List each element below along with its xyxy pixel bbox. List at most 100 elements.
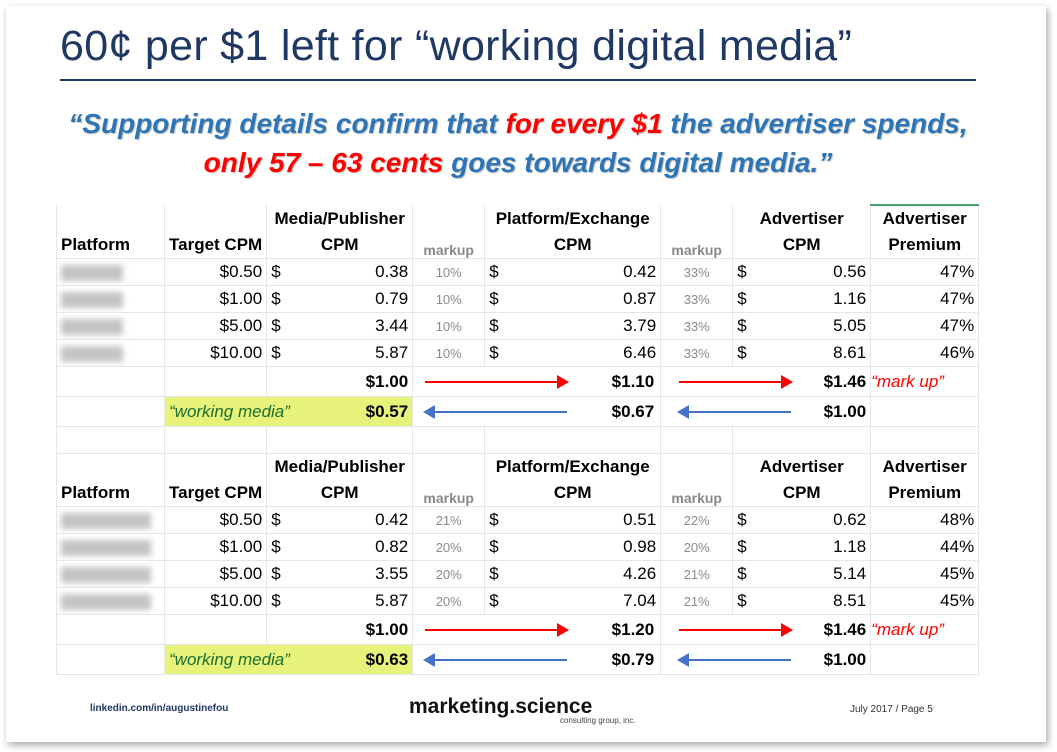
media-cpm: 3.55 xyxy=(375,564,409,583)
header-target-cpm: Target CPM xyxy=(163,480,268,507)
dollar-sign: $ xyxy=(271,343,281,362)
right-arrow-icon xyxy=(675,622,795,637)
left-arrow-icon xyxy=(421,404,571,419)
dollar-sign: $ xyxy=(737,591,747,610)
header-platform-bottom: CPM xyxy=(484,480,662,507)
linkedin-link[interactable]: linkedin.com/in/augustinefou xyxy=(90,703,229,714)
dollar-sign: $ xyxy=(271,510,281,529)
header-adv-bottom: CPM xyxy=(732,232,872,259)
advertiser-cpm: 0.56 xyxy=(833,262,867,281)
header-markup: markup xyxy=(660,232,734,259)
advertiser-premium: 45% xyxy=(870,587,980,615)
target-cpm: $10.00 xyxy=(163,339,268,367)
table-row: $0.50 $0.42 21% $0.51 22% $0.62 48% xyxy=(56,506,980,534)
header-platform: Platform xyxy=(56,232,165,259)
sum-platform: $1.20 xyxy=(611,619,655,639)
redacted-platform xyxy=(61,566,151,583)
advertiser-premium: 45% xyxy=(870,560,980,588)
right-arrow-icon xyxy=(421,622,571,637)
platform-cpm: 0.42 xyxy=(623,262,657,281)
markup-2: 20% xyxy=(660,533,734,561)
dollar-sign: $ xyxy=(489,510,499,529)
target-cpm: $0.50 xyxy=(163,258,268,286)
media-cpm: 3.44 xyxy=(375,316,409,335)
media-cpm: 0.38 xyxy=(375,262,409,281)
markup-note: “mark up” xyxy=(870,614,980,645)
media-cpm: 5.87 xyxy=(375,591,409,610)
advertiser-premium: 47% xyxy=(870,285,980,313)
dollar-sign: $ xyxy=(489,343,499,362)
markup-2: 33% xyxy=(660,339,734,367)
advertiser-cpm: 5.05 xyxy=(833,316,867,335)
markup-note: “mark up” xyxy=(870,366,980,397)
header-platform-bottom: CPM xyxy=(484,232,662,259)
header-adv-top: Advertiser xyxy=(732,205,872,232)
markup-2: 21% xyxy=(660,560,734,588)
redacted-platform xyxy=(61,512,151,529)
markup-2: 22% xyxy=(660,506,734,534)
header-platform-top: Platform/Exchange xyxy=(484,453,662,480)
redacted-platform xyxy=(61,593,151,610)
platform-cpm: 3.79 xyxy=(623,316,657,335)
advertiser-premium: 44% xyxy=(870,533,980,561)
table-row: $1.00 $0.82 20% $0.98 20% $1.18 44% xyxy=(56,533,980,561)
redacted-platform xyxy=(61,291,123,308)
dollar-sign: $ xyxy=(737,564,747,583)
working-media-label: “working media” xyxy=(169,649,290,669)
advertiser-cpm: 1.16 xyxy=(833,289,867,308)
table-row: $1.00 $0.79 10% $0.87 33% $1.16 47% xyxy=(56,285,980,313)
left-arrow-icon xyxy=(421,652,571,667)
dollar-sign: $ xyxy=(271,262,281,281)
working-media-row: “working media” $0.57 $0.67 $1.00 xyxy=(56,396,980,427)
target-cpm: $10.00 xyxy=(163,587,268,615)
logo-subtitle: consulting group, inc. xyxy=(560,716,636,725)
media-cpm: 5.87 xyxy=(375,343,409,362)
page-title: 60¢ per $1 left for “working digital med… xyxy=(60,22,853,70)
target-cpm: $1.00 xyxy=(163,533,268,561)
dollar-sign: $ xyxy=(489,316,499,335)
dollar-sign: $ xyxy=(737,537,747,556)
target-cpm: $0.50 xyxy=(163,506,268,534)
advertiser-premium: 47% xyxy=(870,312,980,340)
advertiser-premium: 46% xyxy=(870,339,980,367)
platform-cpm: 0.51 xyxy=(623,510,657,529)
header-premium-bottom: Premium xyxy=(870,480,980,507)
dollar-sign: $ xyxy=(271,289,281,308)
header-premium-top: Advertiser xyxy=(870,204,980,232)
redacted-platform xyxy=(61,345,123,362)
working-media-row: “working media” $0.63 $0.79 $1.00 xyxy=(56,644,980,675)
title-divider xyxy=(60,79,976,81)
target-cpm: $5.00 xyxy=(163,560,268,588)
quote-part-1: “Supporting details confirm that xyxy=(68,108,506,139)
quote-part-3: the advertiser spends, xyxy=(662,108,968,139)
working-platform: $0.67 xyxy=(611,401,655,421)
sum-media: $1.00 xyxy=(266,366,414,397)
logo: marketing.science xyxy=(409,695,593,718)
markup-1: 10% xyxy=(412,285,486,313)
media-cpm: 0.42 xyxy=(375,510,409,529)
dollar-sign: $ xyxy=(737,289,747,308)
advertiser-cpm: 0.62 xyxy=(833,510,867,529)
target-cpm: $5.00 xyxy=(163,312,268,340)
table-row: $5.00 $3.44 10% $3.79 33% $5.05 47% xyxy=(56,312,980,340)
dollar-sign: $ xyxy=(489,289,499,308)
right-arrow-icon xyxy=(675,374,795,389)
dollar-sign: $ xyxy=(271,591,281,610)
table-row: $10.00 $5.87 10% $6.46 33% $8.61 46% xyxy=(56,339,980,367)
working-advertiser: $1.00 xyxy=(823,649,867,669)
quote-part-4: only 57 – 63 cents xyxy=(203,147,444,178)
sum-row: $1.00 $1.10 $1.46 “mark up” xyxy=(56,366,980,397)
quote: “Supporting details confirm that for eve… xyxy=(60,104,976,182)
markup-1: 10% xyxy=(412,339,486,367)
page-number: July 2017 / Page 5 xyxy=(850,704,933,715)
header-premium-bottom: Premium xyxy=(870,232,980,259)
markup-2: 33% xyxy=(660,258,734,286)
media-cpm: 0.82 xyxy=(375,537,409,556)
cpm-table-1: Media/Publisher Platform/Exchange Advert… xyxy=(56,204,980,675)
platform-cpm: 4.26 xyxy=(623,564,657,583)
working-media-value: $0.57 xyxy=(365,401,409,421)
sum-media: $1.00 xyxy=(266,614,414,645)
advertiser-cpm: 8.61 xyxy=(833,343,867,362)
quote-part-2: for every $1 xyxy=(505,108,663,139)
dollar-sign: $ xyxy=(271,564,281,583)
